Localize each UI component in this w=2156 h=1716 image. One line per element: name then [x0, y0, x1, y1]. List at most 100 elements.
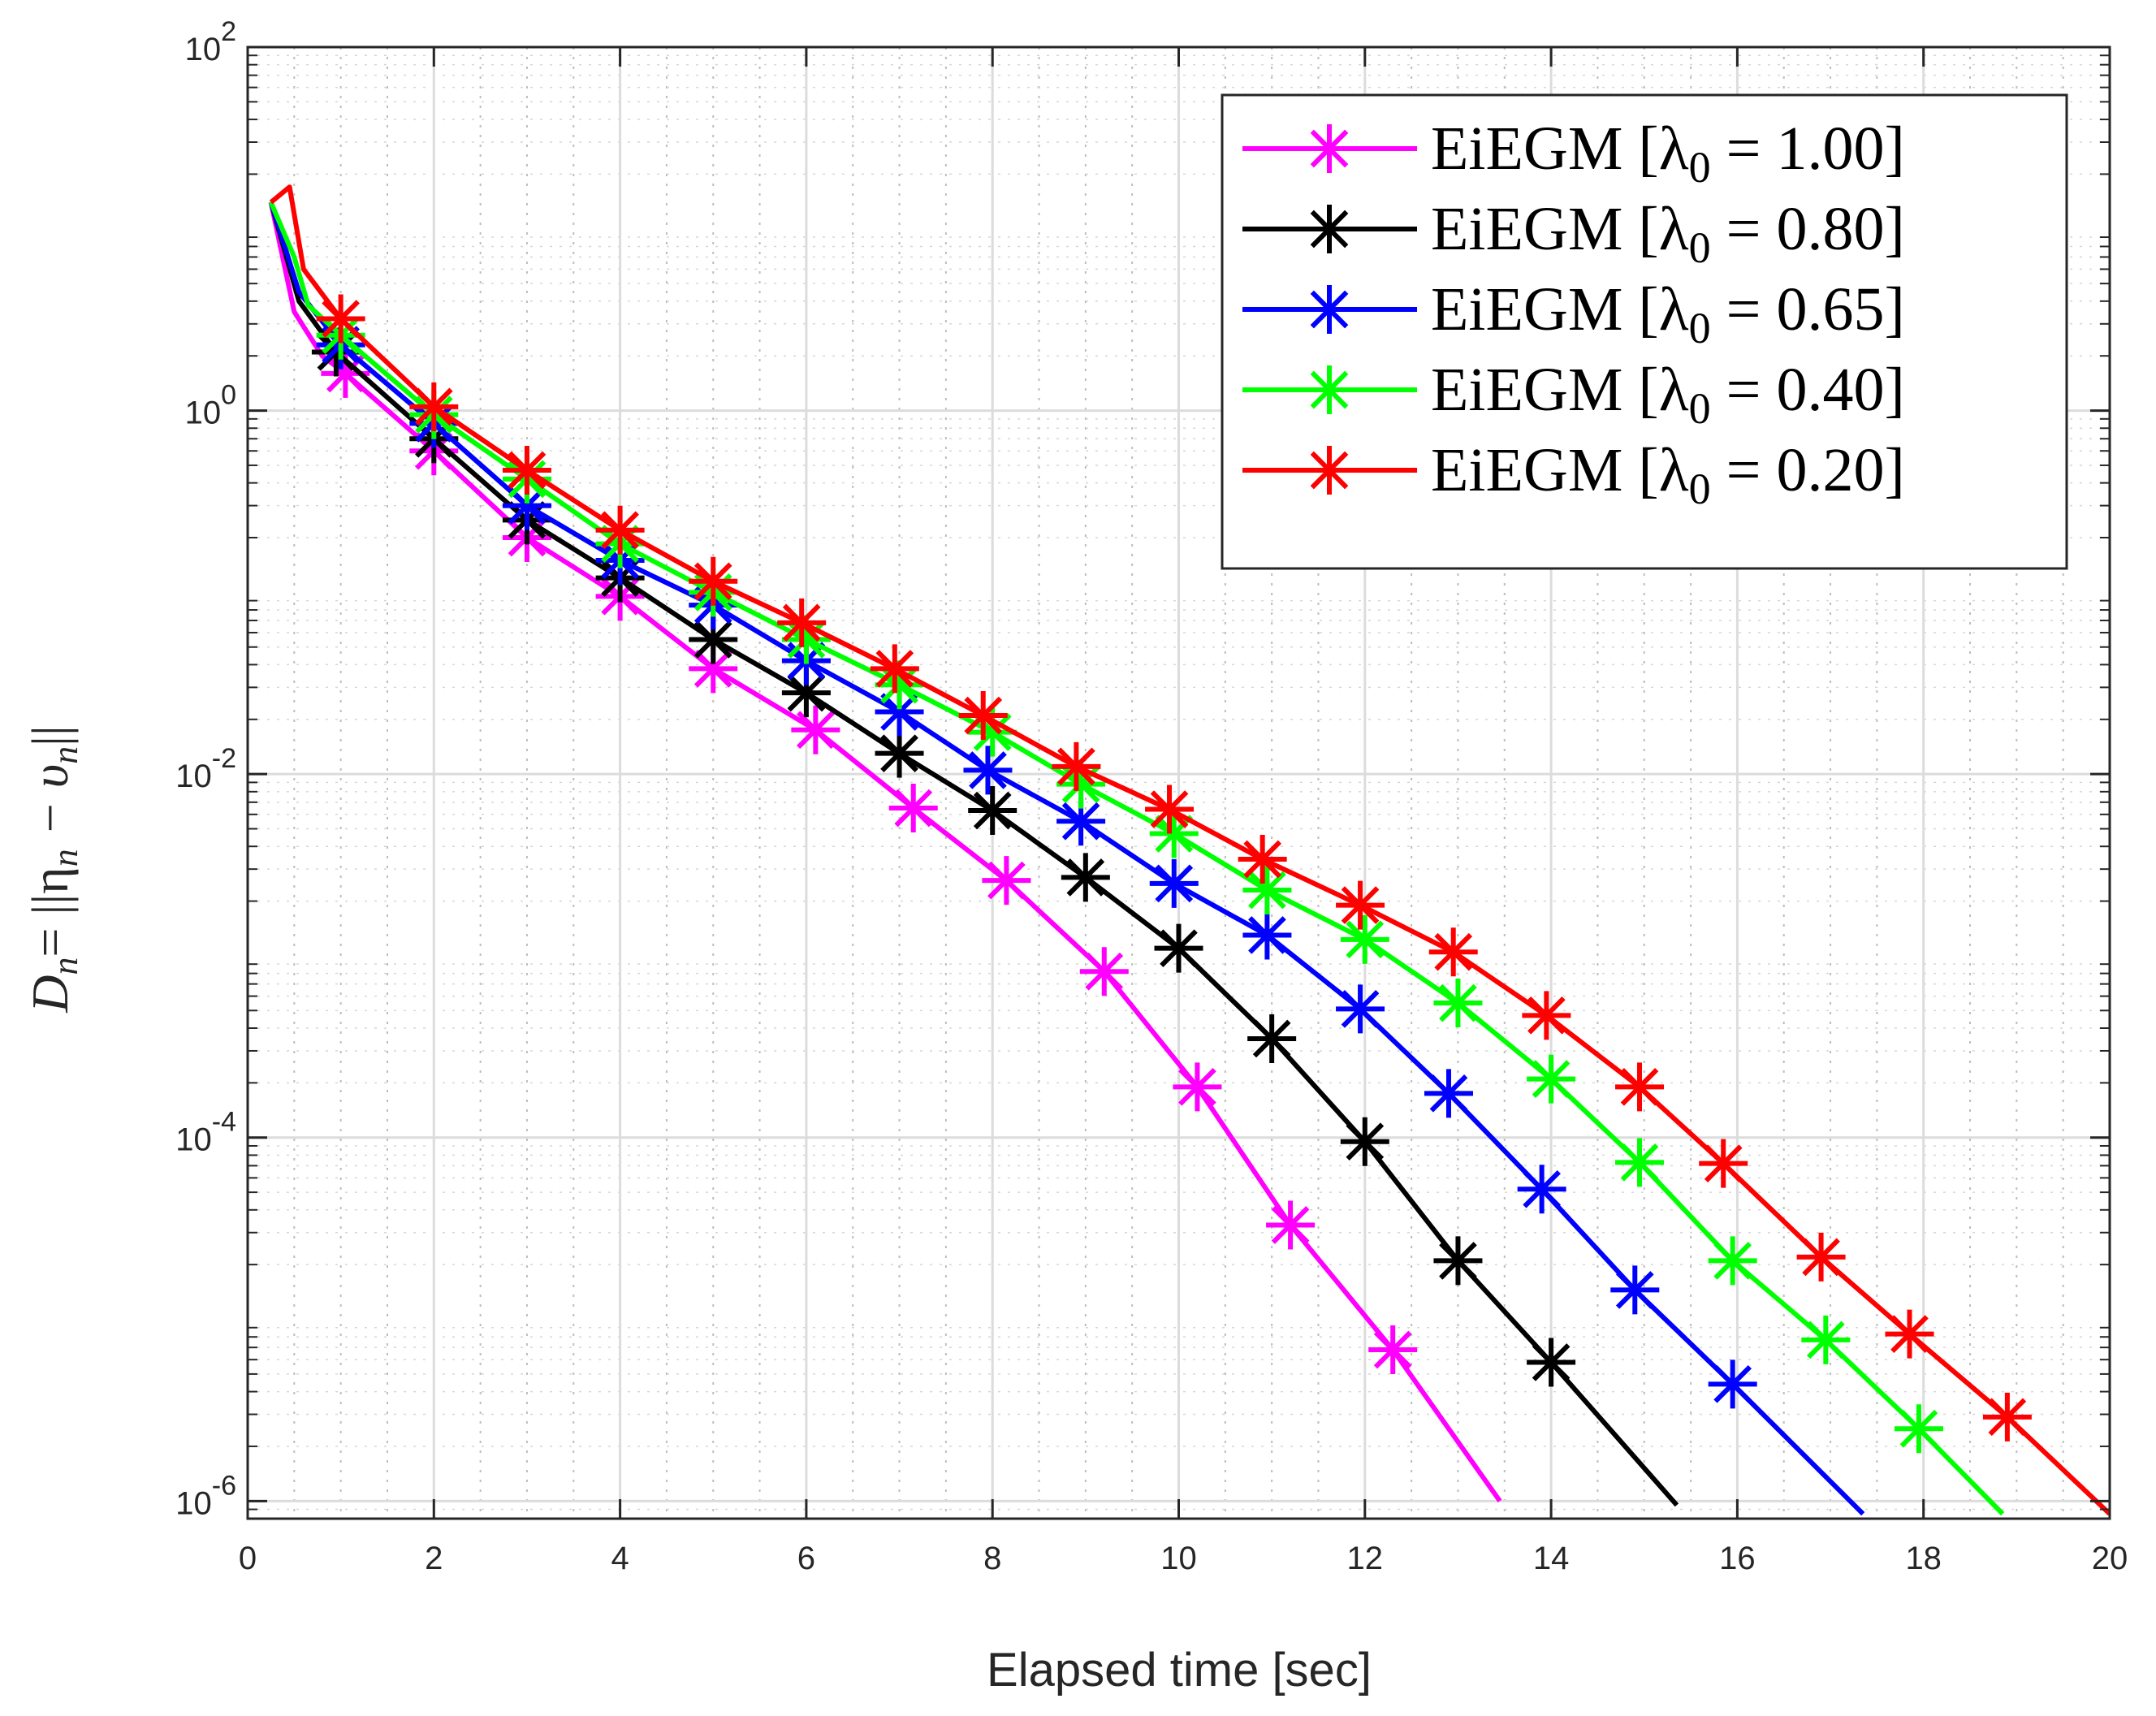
series-marker [777, 598, 827, 647]
series-marker [1340, 1117, 1389, 1166]
y-tick-labels: 10-6 10-4 10-2 100 102 [175, 16, 236, 1521]
legend-marker [1305, 365, 1354, 414]
series-marker [1708, 1236, 1757, 1286]
series-layer [268, 184, 2110, 1516]
y-tick-label: 10-2 [175, 743, 236, 794]
x-tick-label: 18 [1905, 1541, 1942, 1576]
series-marker [689, 615, 738, 664]
series-marker [781, 615, 831, 664]
series-marker [1433, 979, 1483, 1028]
legend-label: EiEGM [λ0 = 0.20] [1431, 436, 1905, 513]
legend-label: EiEGM [λ0 = 0.40] [1431, 356, 1905, 433]
series-line [268, 201, 2005, 1516]
y-label-close: || [21, 725, 79, 746]
x-tick-label: 14 [1533, 1541, 1570, 1576]
series-marker [1336, 984, 1385, 1034]
y-tick-label: 100 [185, 380, 236, 431]
series-marker [1894, 1404, 1943, 1454]
series-marker [1336, 880, 1385, 930]
series-marker [1796, 1232, 1846, 1282]
legend-box [1221, 93, 2068, 570]
series-4 [269, 184, 2110, 1516]
series-marker [1615, 1138, 1665, 1187]
legend-item: EiEGM [λ0 = 0.40] [1242, 356, 1905, 433]
series-marker [1238, 835, 1287, 884]
y-tick-label: 102 [185, 16, 236, 67]
legend-marker [1305, 285, 1354, 334]
series-marker [1424, 1069, 1473, 1118]
series-marker [1428, 927, 1478, 977]
series-marker [1615, 1062, 1665, 1112]
legend-marker [1305, 446, 1354, 495]
series-marker [958, 691, 1008, 741]
series-marker [689, 644, 738, 694]
series-marker [502, 481, 551, 530]
legend-items: EiEGM [λ0 = 1.00]EiEGM [λ0 = 0.80]EiEGM … [1242, 115, 1905, 513]
y-label-minus: − υ [21, 764, 79, 849]
series-marker [1527, 1338, 1576, 1387]
series-marker [1061, 853, 1110, 902]
legend-label: EiEGM [λ0 = 0.80] [1431, 195, 1905, 272]
y-label-d-sub: n [45, 957, 85, 975]
series-marker [409, 382, 459, 431]
svg-text:Dn= ||ηn − υn||: Dn= ||ηn − υn|| [21, 725, 85, 1014]
x-tick-labels: 0 2 4 6 8 10 12 14 16 18 20 [239, 1541, 2128, 1576]
legend-item: EiEGM [λ0 = 0.20] [1242, 436, 1905, 513]
series-marker [1056, 797, 1106, 846]
series-marker [1610, 1265, 1660, 1315]
series-marker [870, 644, 919, 694]
series-marker [321, 348, 370, 398]
series-marker [1173, 1062, 1222, 1112]
x-tick-label: 0 [239, 1541, 257, 1576]
x-tick-label: 2 [425, 1541, 443, 1576]
x-tick-label: 16 [1719, 1541, 1756, 1576]
series-marker [1154, 923, 1203, 973]
series-marker [1517, 1165, 1566, 1214]
x-tick-label: 4 [611, 1541, 629, 1576]
legend: EiEGM [λ0 = 1.00]EiEGM [λ0 = 0.80]EiEGM … [1221, 93, 2068, 570]
y-tick-label: 10-6 [175, 1470, 236, 1521]
series-marker [1699, 1139, 1748, 1188]
y-label-eq: = ||η [21, 867, 79, 957]
tick-marks [246, 45, 2111, 1519]
series-marker [1522, 991, 1571, 1040]
legend-item: EiEGM [λ0 = 0.80] [1242, 195, 1905, 272]
x-axis-label: Elapsed time [sec] [987, 1644, 1372, 1697]
series-marker [1149, 858, 1199, 908]
series-marker [1149, 809, 1199, 858]
y-label-d: D [21, 975, 79, 1014]
legend-marker [1305, 205, 1354, 253]
series-marker [982, 856, 1031, 906]
series-marker [595, 505, 645, 555]
series-marker [791, 705, 840, 754]
series-marker [1801, 1315, 1851, 1364]
series-marker [968, 786, 1018, 836]
series-marker [781, 668, 831, 718]
series-marker [1885, 1309, 1934, 1359]
y-label-upsilon-sub: n [45, 746, 85, 764]
y-axis-label: Dn= ||ηn − υn|| [21, 725, 85, 1014]
x-tick-label: 8 [983, 1541, 1001, 1576]
x-tick-label: 12 [1347, 1541, 1384, 1576]
x-tick-label: 20 [2092, 1541, 2128, 1576]
series-marker [1242, 865, 1292, 914]
legend-item: EiEGM [λ0 = 0.65] [1242, 275, 1905, 352]
series-marker [1708, 1359, 1757, 1409]
series-marker [888, 784, 938, 833]
legend-label: EiEGM [λ0 = 1.00] [1431, 115, 1905, 192]
series-marker [502, 445, 551, 495]
series-marker [1052, 741, 1101, 791]
series-marker [875, 728, 924, 778]
series-marker [1982, 1392, 2032, 1442]
series-marker [1242, 910, 1292, 960]
series-marker [1145, 785, 1195, 834]
series-marker [1056, 759, 1106, 809]
series-marker [1340, 914, 1389, 964]
x-tick-label: 6 [797, 1541, 815, 1576]
series-marker [316, 294, 365, 344]
series-marker [968, 707, 1018, 757]
legend-label: EiEGM [λ0 = 0.65] [1431, 275, 1905, 352]
series-marker [1266, 1200, 1316, 1250]
series-marker [875, 660, 924, 710]
